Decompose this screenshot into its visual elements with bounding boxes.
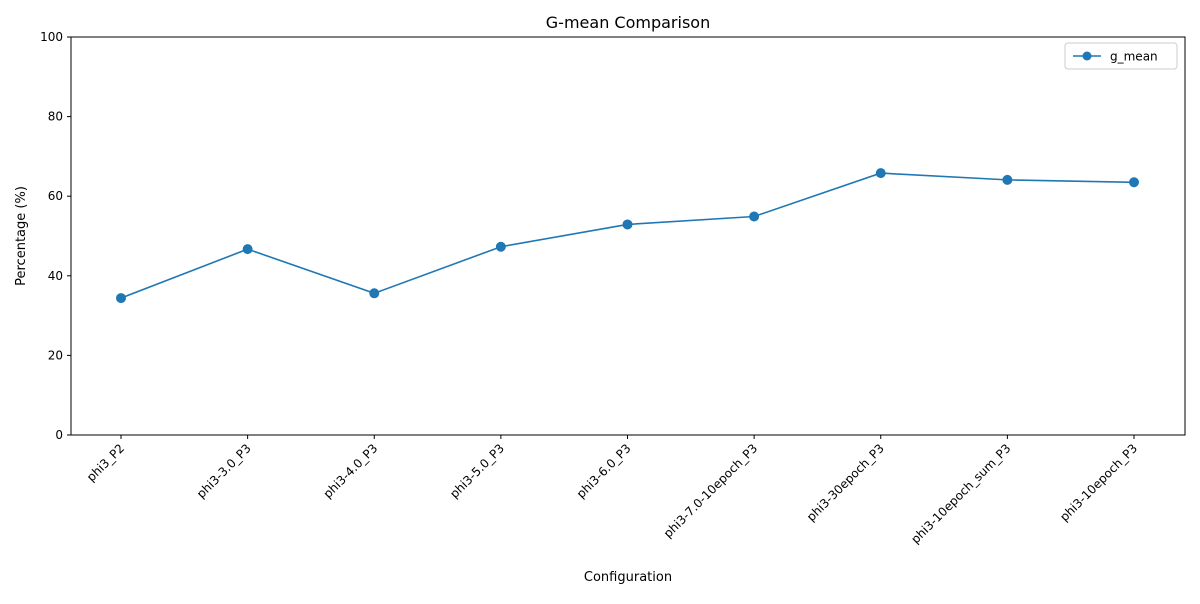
x-tick-label: phi3-10epoch_sum_P3 — [908, 441, 1013, 546]
data-point — [242, 244, 253, 255]
data-point — [369, 288, 380, 299]
x-tick-label: phi3-5.0_P3 — [447, 441, 507, 501]
data-point — [495, 241, 506, 252]
data-point — [116, 293, 126, 304]
y-tick-label: 0 — [55, 428, 63, 442]
data-point — [622, 219, 633, 230]
chart-title: G-mean Comparison — [546, 13, 710, 32]
y-tick-label: 20 — [48, 348, 63, 362]
legend-label: g_mean — [1110, 50, 1158, 64]
legend: g_mean — [1064, 42, 1178, 70]
y-axis-label: Percentage (%) — [14, 186, 29, 286]
legend-box — [1064, 42, 1178, 70]
plot-layer: 0 20 40 60 80 100 phi3_P2 phi3-3.0_P3 phi3-4.0_P… — [40, 30, 1186, 546]
plot-frame — [70, 36, 1186, 436]
x-tick-label: phi3-4.0_P3 — [321, 441, 381, 501]
x-axis-label: Configuration — [584, 570, 672, 585]
x-tick-label: phi3-3.0_P3 — [194, 441, 254, 501]
x-tick-label: phi3-6.0_P3 — [574, 441, 634, 501]
series-line-g_mean — [120, 172, 1135, 299]
data-point — [1002, 174, 1013, 185]
data-point — [875, 168, 886, 179]
y-tick-label: 100 — [40, 30, 63, 44]
x-tick-label: phi3-30epoch_P3 — [804, 441, 887, 524]
y-tick-label: 40 — [48, 269, 63, 283]
x-tick-label: phi3_P2 — [84, 441, 127, 484]
data-point — [749, 211, 760, 222]
legend-marker — [1082, 51, 1092, 61]
y-tick-label: 80 — [48, 110, 63, 124]
data-point — [1129, 177, 1139, 188]
y-tick-label: 60 — [48, 189, 63, 203]
x-tick-label: phi3-7.0-10epoch_P3 — [661, 441, 760, 540]
x-tick-label: phi3-10epoch_P3 — [1057, 441, 1140, 524]
